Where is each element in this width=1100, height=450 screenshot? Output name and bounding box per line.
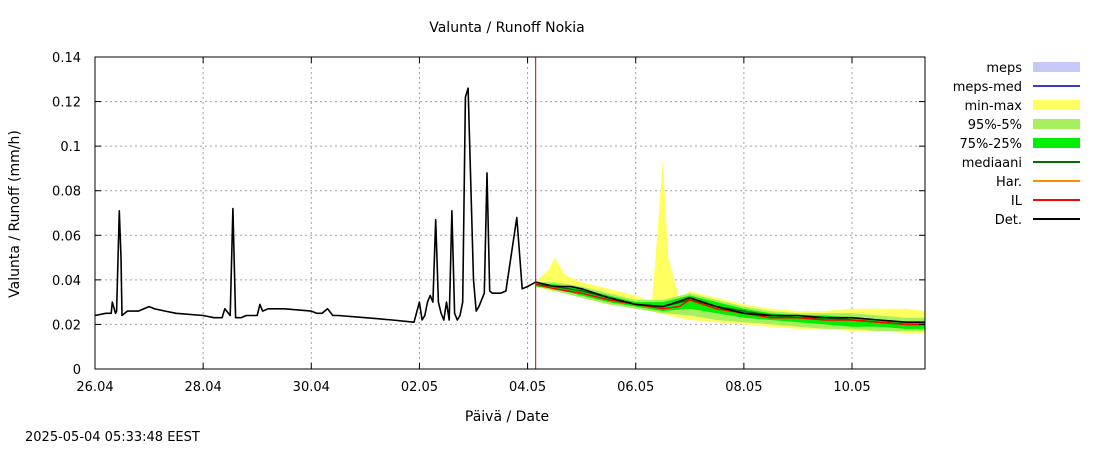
legend-label: IL xyxy=(1011,194,1023,209)
chart-title: Valunta / Runoff Nokia xyxy=(429,20,585,36)
legend-label: Det. xyxy=(995,213,1022,228)
y-tick-label: 0.02 xyxy=(52,318,81,333)
y-tick-label: 0.08 xyxy=(52,185,81,200)
series-lines xyxy=(94,87,925,326)
x-tick-label: 02.05 xyxy=(401,380,438,395)
x-tick-label: 04.05 xyxy=(509,380,546,395)
legend-swatch xyxy=(1033,62,1080,72)
y-axis-label: Valunta / Runoff (mm/h) xyxy=(7,130,23,298)
y-axis-ticks: 0 0.02 0.04 0.06 0.08 0.1 0.12 0.14 xyxy=(52,51,925,378)
x-tick-label: 10.05 xyxy=(833,380,870,395)
legend-swatch xyxy=(1033,119,1080,129)
legend-label: Har. xyxy=(996,175,1022,190)
series-line-det xyxy=(94,87,925,324)
legend: meps meps-med min-max 95%-5% 75%-25% mediaani… xyxy=(953,61,1080,228)
x-tick-label: 08.05 xyxy=(725,380,762,395)
legend-label: 95%-5% xyxy=(968,118,1022,133)
x-axis-label: Päivä / Date xyxy=(465,409,549,425)
series-line-il xyxy=(535,283,925,326)
y-tick-label: 0.1 xyxy=(60,140,81,155)
legend-label: mediaani xyxy=(962,156,1022,171)
legend-label: 75%-25% xyxy=(960,137,1022,152)
timestamp: 2025-05-04 05:33:48 EEST xyxy=(25,430,200,445)
y-tick-label: 0.04 xyxy=(52,274,81,289)
band-min-max xyxy=(535,159,925,334)
legend-swatch xyxy=(1033,100,1080,110)
legend-label: meps xyxy=(986,61,1022,76)
x-axis-ticks: 26.04 28.04 30.04 02.05 04.05 06.05 08.05 10.05 xyxy=(76,57,871,395)
x-tick-label: 28.04 xyxy=(185,380,222,395)
y-tick-label: 0.06 xyxy=(52,229,81,244)
y-tick-label: 0.14 xyxy=(52,51,81,66)
y-tick-label: 0.12 xyxy=(52,96,81,111)
x-tick-label: 06.05 xyxy=(617,380,654,395)
plot-frame xyxy=(94,56,926,370)
x-tick-label: 26.04 xyxy=(76,380,113,395)
legend-label: meps-med xyxy=(953,80,1022,95)
legend-label: min-max xyxy=(964,99,1022,114)
legend-swatch xyxy=(1033,138,1080,148)
y-tick-label: 0 xyxy=(73,363,81,378)
x-tick-label: 30.04 xyxy=(293,380,330,395)
